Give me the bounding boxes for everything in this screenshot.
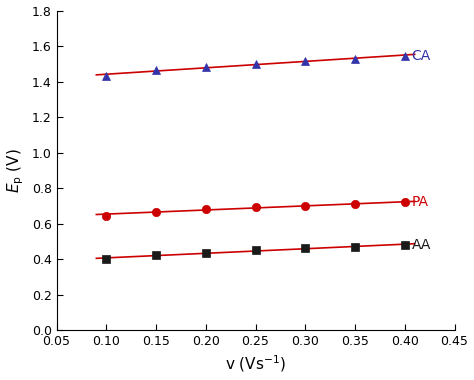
- Text: PA: PA: [412, 195, 428, 209]
- Y-axis label: $E_{\mathrm{p}}$ (V): $E_{\mathrm{p}}$ (V): [6, 148, 26, 193]
- Text: CA: CA: [412, 49, 431, 63]
- Text: AA: AA: [412, 238, 431, 252]
- X-axis label: v (Vs$^{-1}$): v (Vs$^{-1}$): [225, 354, 286, 374]
